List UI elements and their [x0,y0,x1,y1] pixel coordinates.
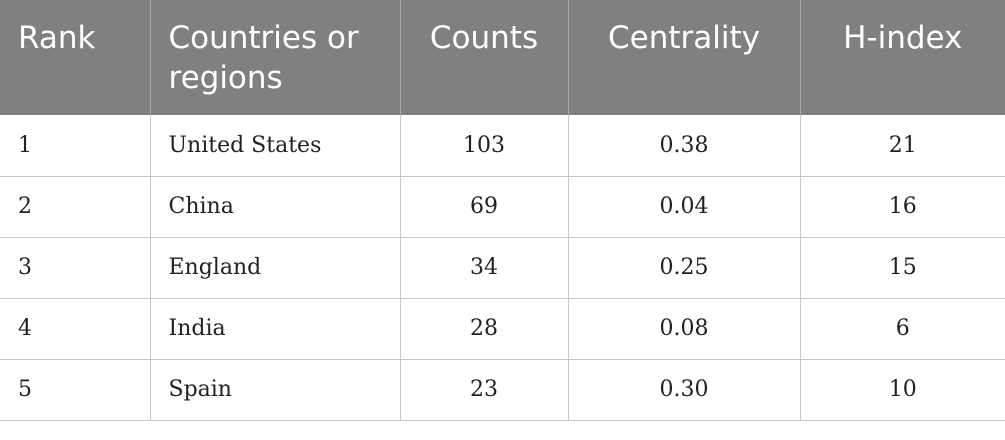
data-table: Rank Countries or regions Counts Centrality… [0,0,1005,421]
table-cell: Spain [149,359,400,421]
table-row: 2 China 69 0.04 16 [0,176,1005,238]
table-cell: 3 [0,237,150,299]
table-cell: United States [149,115,400,177]
table-cell: 103 [399,115,568,177]
table-row: 3 England 34 0.25 15 [0,237,1005,299]
table-cell: 10 [799,359,1005,421]
table-cell: 15 [799,237,1005,299]
table-cell: 1 [0,115,150,177]
header-row: Rank Countries or regions Counts Centrality… [0,0,1005,115]
table-cell: 28 [399,298,568,360]
header-cell: Centrality [567,0,800,115]
table-cell: 34 [399,237,568,299]
table-cell: 2 [0,176,150,238]
table-cell: England [149,237,400,299]
table-body: 1 United States 103 0.38 21 2 China 69 0.04 16 3 En… [0,115,1005,421]
table-row: 4 India 28 0.08 6 [0,298,1005,360]
header-cell: Countries or regions [149,0,400,115]
table-cell: 0.04 [567,176,800,238]
table-cell: China [149,176,400,238]
table-cell: 69 [399,176,568,238]
table-cell: 6 [799,298,1005,360]
table-cell: 23 [399,359,568,421]
table-cell: 0.30 [567,359,800,421]
table-cell: 4 [0,298,150,360]
header-cell: Counts [399,0,568,115]
table-cell: 0.25 [567,237,800,299]
header-cell: H-index [799,0,1005,115]
header-cell: Rank [0,0,150,115]
table-cell: 0.08 [567,298,800,360]
table-cell: India [149,298,400,360]
table-cell: 5 [0,359,150,421]
table-row: 5 Spain 23 0.30 10 [0,359,1005,421]
table-cell: 16 [799,176,1005,238]
table-row: 1 United States 103 0.38 21 [0,115,1005,177]
table-cell: 21 [799,115,1005,177]
table-cell: 0.38 [567,115,800,177]
